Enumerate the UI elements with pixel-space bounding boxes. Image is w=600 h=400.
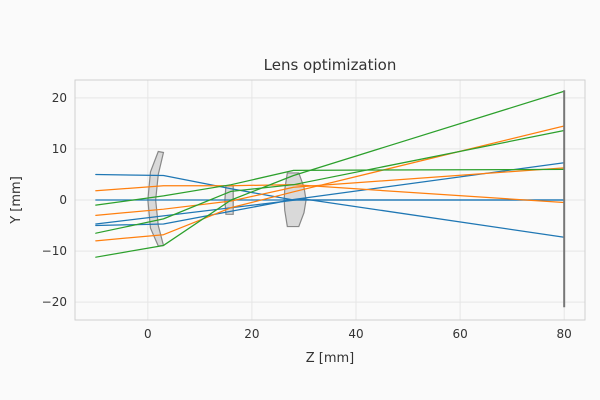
x-tick-label: 0 [144, 327, 152, 341]
y-tick-label: 0 [59, 193, 67, 207]
x-tick-label: 20 [244, 327, 259, 341]
y-axis-label: Y [mm] [9, 176, 24, 225]
x-axis-label: Z [mm] [306, 351, 355, 366]
x-tick-label: 40 [348, 327, 363, 341]
x-tick-label: 60 [452, 327, 467, 341]
ray-10 [95, 168, 565, 206]
x-tick-label: 80 [557, 327, 572, 341]
y-tick-label: 10 [52, 142, 67, 156]
y-tick-label: −20 [42, 295, 67, 309]
chart-title: Lens optimization [264, 56, 397, 74]
plot-frame [74, 79, 586, 321]
ray-9 [95, 129, 565, 234]
ray-5 [95, 184, 565, 204]
y-tick-label: −10 [42, 244, 67, 258]
ray-4 [95, 198, 565, 238]
plot-area: 0 20 40 60 80 −20 −10 0 10 20 [42, 79, 586, 341]
y-tick-label: 20 [52, 91, 67, 105]
ray-3 [95, 162, 565, 227]
ray-8 [95, 90, 565, 258]
ray-6 [95, 167, 565, 216]
